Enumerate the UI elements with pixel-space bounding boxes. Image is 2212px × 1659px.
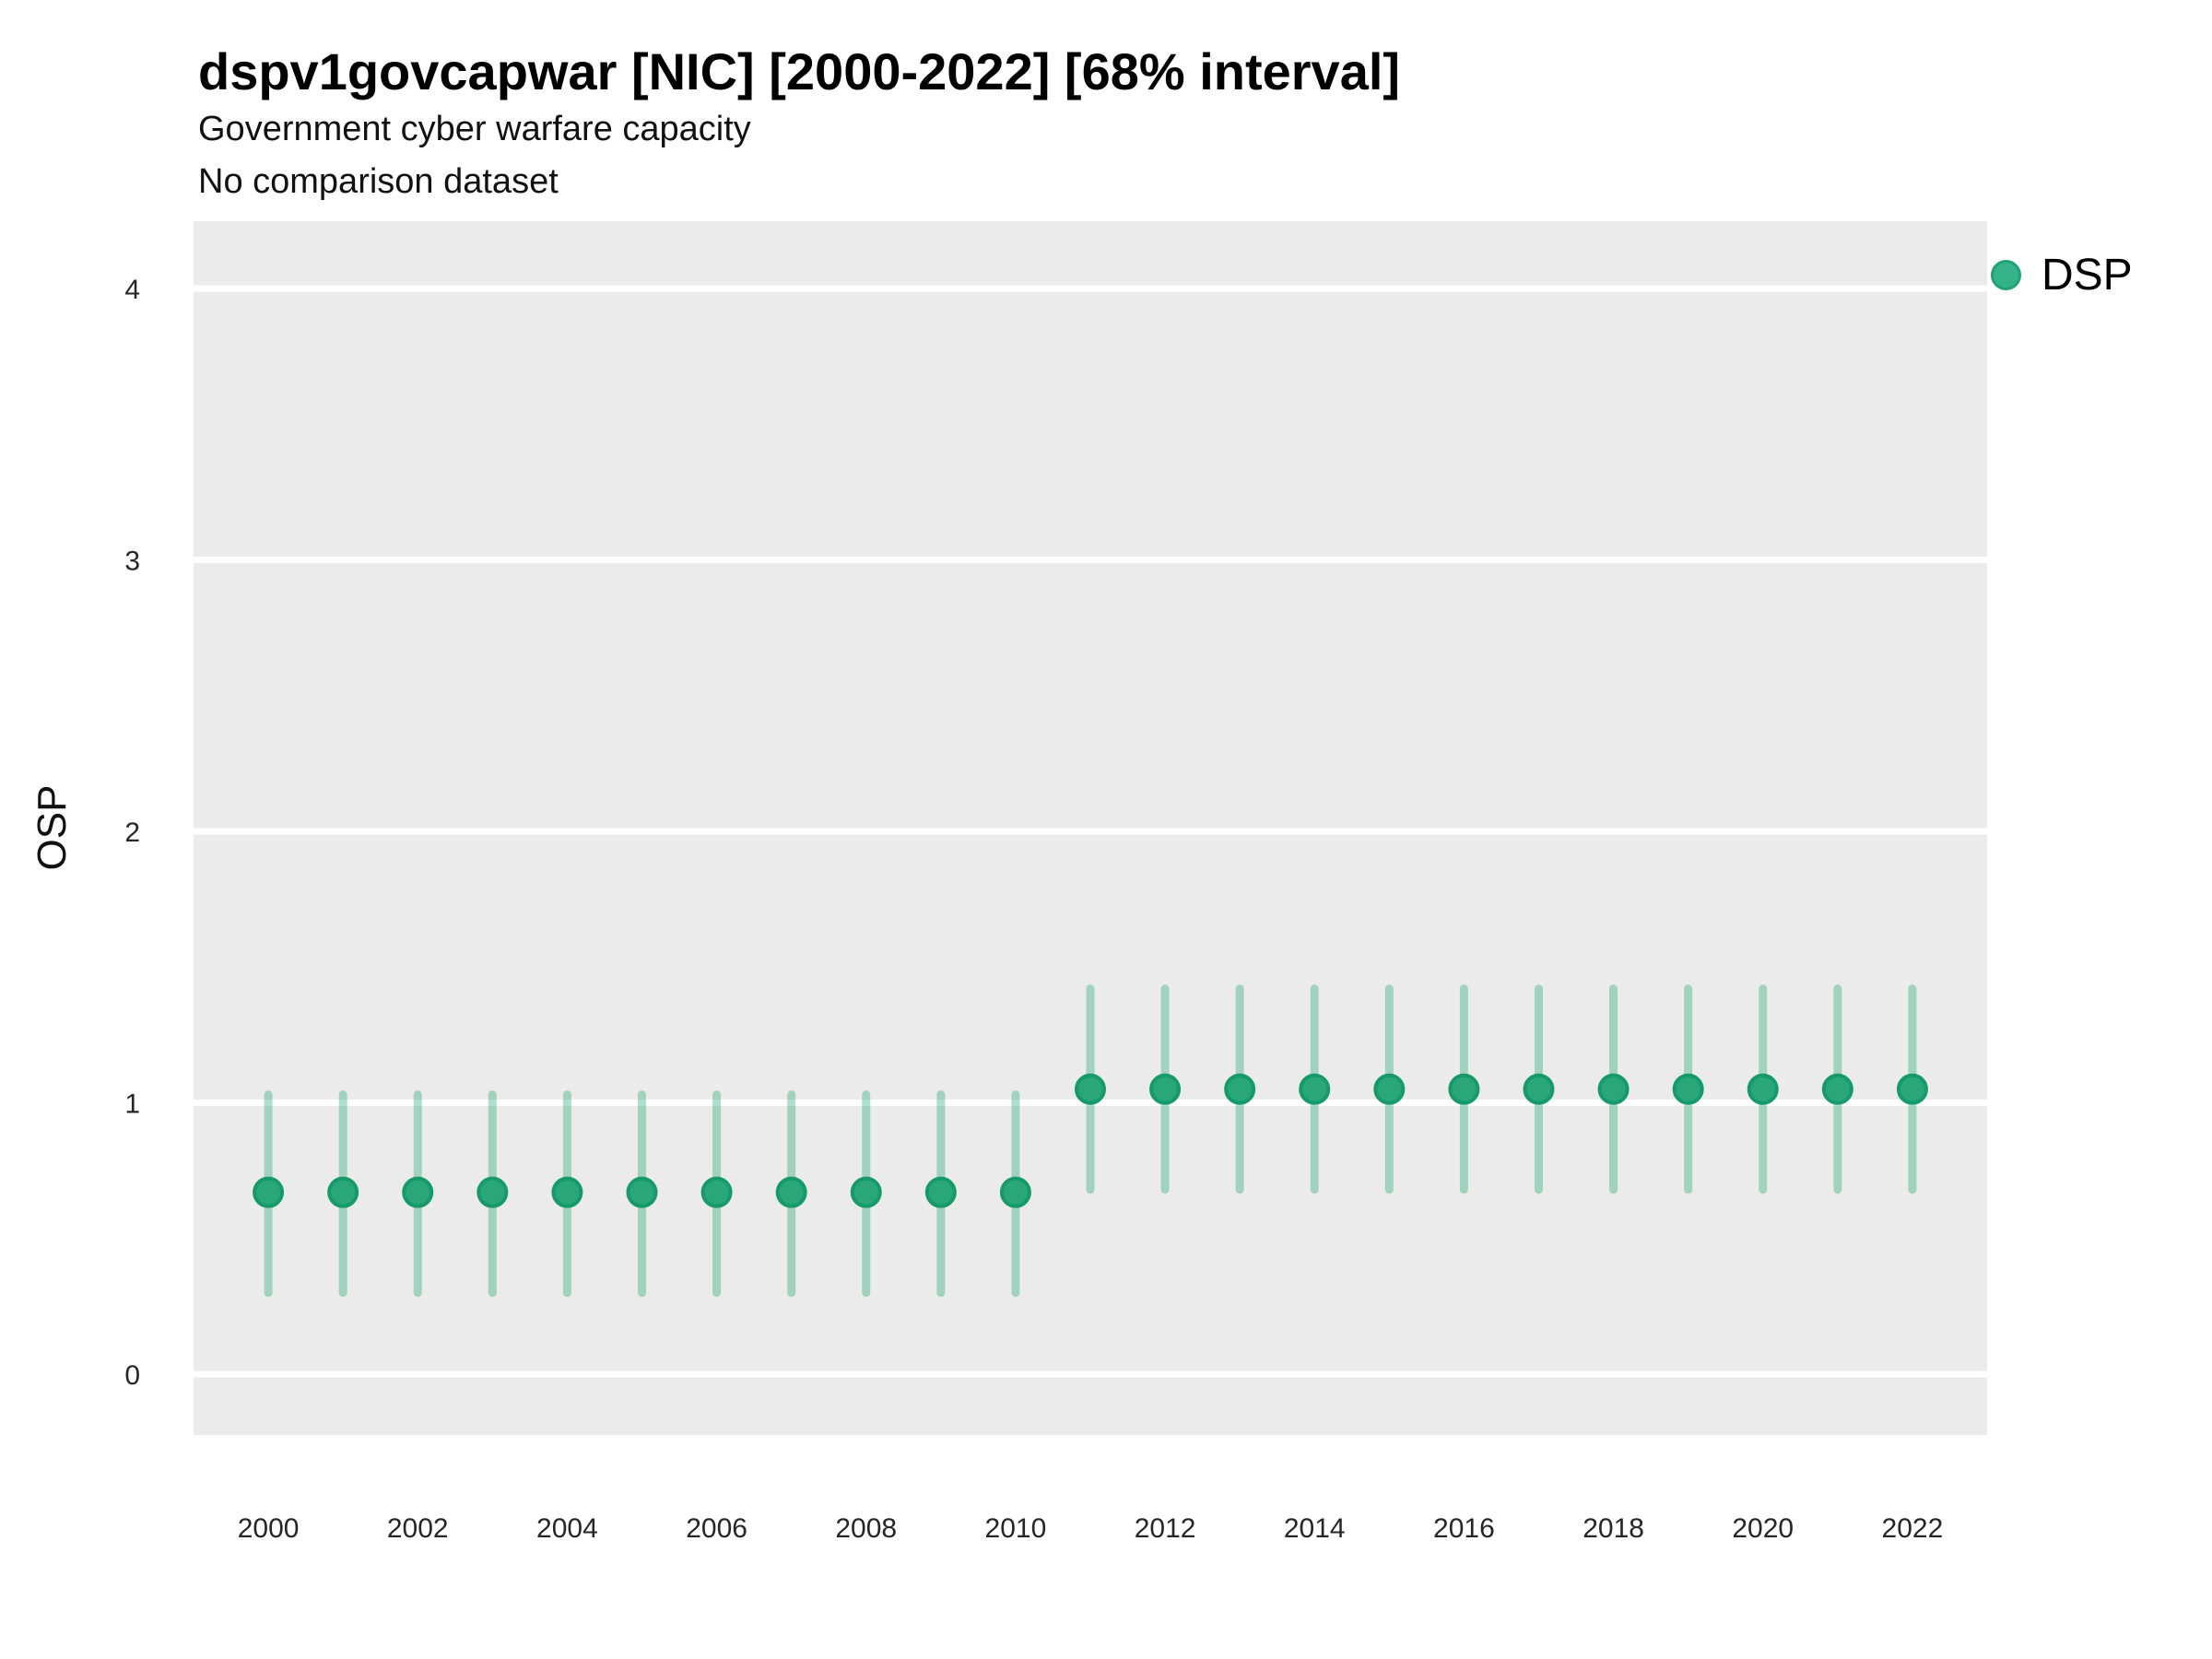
x-tick-label-2010: 2010 (985, 1513, 1047, 1544)
data-point-2011 (1075, 1073, 1106, 1105)
x-tick-label-2018: 2018 (1583, 1513, 1644, 1544)
data-point-2021 (1821, 1073, 1853, 1105)
y-tick-label-1: 1 (124, 1089, 140, 1120)
data-point-2003 (477, 1176, 509, 1208)
data-point-2020 (1747, 1073, 1779, 1105)
chart-comparison-note: No comparison dataset (198, 162, 559, 201)
legend: DSP (1991, 247, 2133, 302)
legend-series-label: DSP (2041, 250, 2133, 300)
chart-subtitle: Government cyber warfare capacity (198, 110, 751, 148)
x-tick-label-2012: 2012 (1135, 1513, 1196, 1544)
data-point-2005 (626, 1176, 658, 1208)
y-tick-label-2: 2 (124, 818, 140, 848)
x-tick-label-2002: 2002 (387, 1513, 449, 1544)
y-tick-label-4: 4 (124, 275, 140, 305)
data-point-2009 (924, 1176, 957, 1208)
data-point-2001 (327, 1176, 359, 1208)
data-point-2018 (1597, 1073, 1630, 1105)
x-tick-label-2004: 2004 (536, 1513, 598, 1544)
data-point-2022 (1896, 1073, 1928, 1105)
x-tick-label-2016: 2016 (1433, 1513, 1495, 1544)
data-point-2004 (551, 1176, 583, 1208)
data-point-2000 (253, 1176, 285, 1208)
data-point-2016 (1448, 1073, 1480, 1105)
data-point-2007 (775, 1176, 807, 1208)
x-tick-label-2006: 2006 (686, 1513, 747, 1544)
x-tick-label-2014: 2014 (1284, 1513, 1346, 1544)
data-point-2008 (850, 1176, 882, 1208)
x-tick-label-2008: 2008 (835, 1513, 897, 1544)
x-tick-label-2000: 2000 (238, 1513, 300, 1544)
x-tick-label-2022: 2022 (1882, 1513, 1944, 1544)
y-tick-label-3: 3 (124, 547, 140, 577)
data-point-2006 (700, 1176, 733, 1208)
data-point-2017 (1523, 1073, 1555, 1105)
data-point-2015 (1373, 1073, 1406, 1105)
chart-title: dspv1govcapwar [NIC] [2000-2022] [68% in… (198, 42, 1401, 100)
data-point-2013 (1224, 1073, 1256, 1105)
data-point-2002 (402, 1176, 434, 1208)
x-tick-label-2020: 2020 (1732, 1513, 1794, 1544)
data-point-2019 (1672, 1073, 1704, 1105)
data-point-2014 (1299, 1073, 1331, 1105)
y-tick-label-0: 0 (124, 1360, 140, 1391)
data-point-2012 (1149, 1073, 1182, 1105)
legend-dot-icon (1991, 259, 2021, 290)
data-point-2010 (999, 1176, 1031, 1208)
